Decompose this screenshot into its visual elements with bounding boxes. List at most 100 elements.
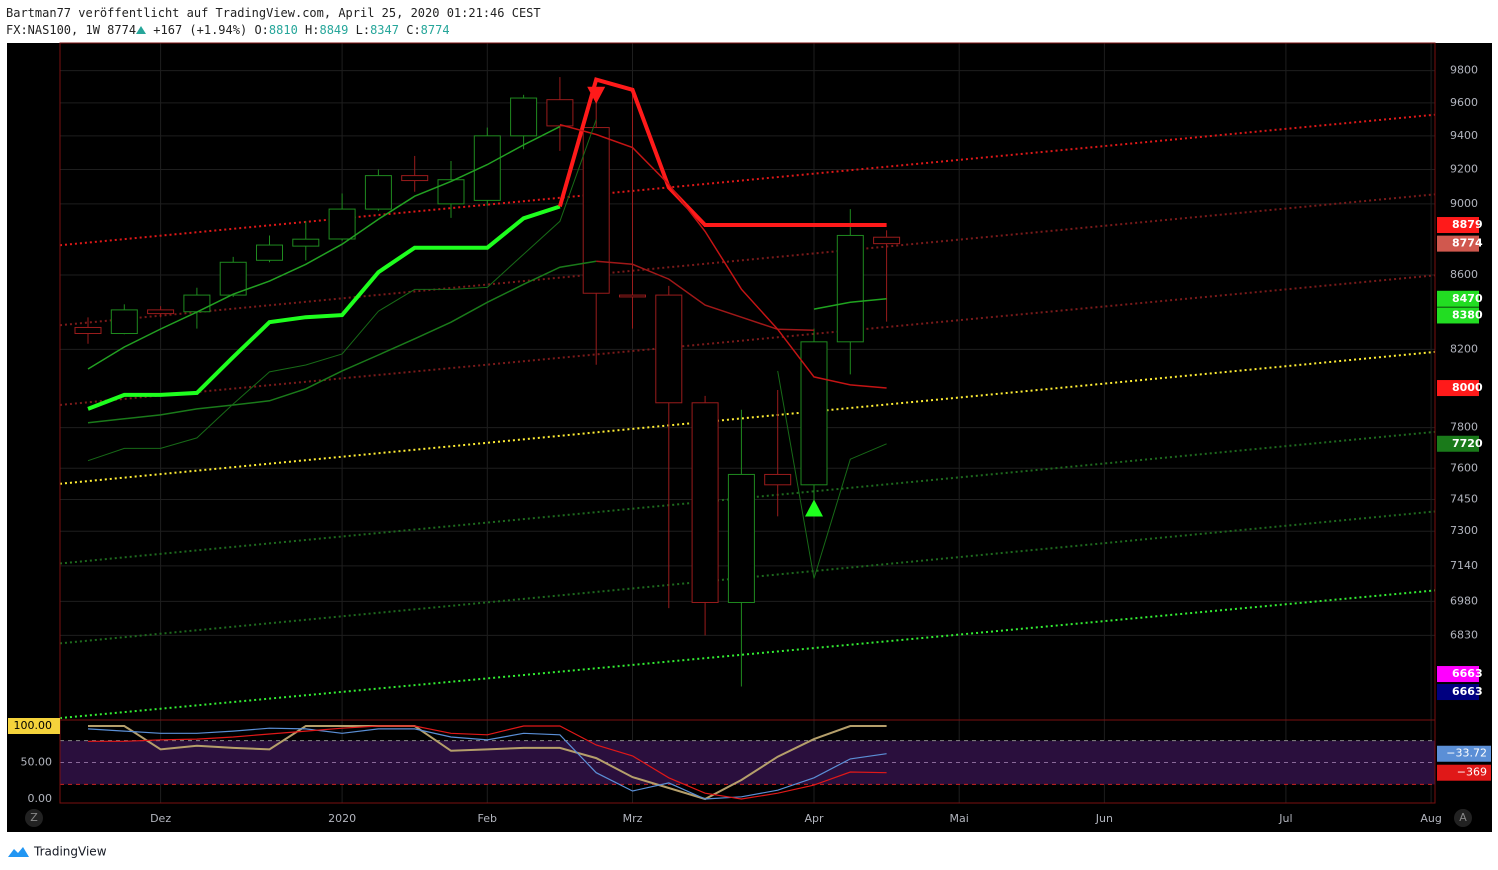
- candle-body: [328, 208, 356, 240]
- price-label-box: [1437, 307, 1479, 324]
- candle-body: [183, 294, 211, 313]
- symbol: FX:NAS100, 1W 8774: [6, 23, 137, 37]
- trend-line: [59, 589, 1436, 720]
- indicator-line: [777, 370, 887, 579]
- o-label: O:: [254, 23, 269, 37]
- y-tick-label: 7300: [1450, 524, 1478, 537]
- candle-body: [836, 234, 864, 343]
- price-label: 6663: [1452, 667, 1483, 680]
- price-label: 8380: [1452, 308, 1483, 321]
- button[interactable]: [1454, 809, 1472, 827]
- indicator-line: [559, 123, 887, 389]
- x-tick-label: Jun: [1095, 812, 1113, 825]
- up-icon: [136, 26, 147, 34]
- x-tick-label: Mrz: [623, 812, 643, 825]
- y-tick-label: 9800: [1450, 64, 1478, 77]
- candle-body: [401, 175, 429, 182]
- oscillator-line: [88, 725, 887, 801]
- price-label-box: [1437, 684, 1479, 701]
- tick-highlight: [8, 718, 60, 734]
- y-tick-label: 7800: [1450, 421, 1478, 434]
- indicator-frame: [59, 719, 1436, 804]
- price-label-box: [1437, 435, 1479, 452]
- o-value: 8810: [268, 23, 298, 37]
- brand: TradingView: [33, 845, 107, 859]
- trend-line: [59, 113, 1436, 247]
- candle-body: [655, 294, 683, 404]
- price-label-box: [1437, 235, 1479, 252]
- x-tick-label: Feb: [478, 812, 497, 825]
- button-label[interactable]: A: [1459, 811, 1467, 824]
- y-tick-label: 7600: [1450, 461, 1478, 474]
- indicator-line: [87, 204, 561, 411]
- price-label: 8470: [1452, 292, 1483, 305]
- trend-line: [59, 193, 1436, 327]
- indicator-line: [813, 298, 887, 310]
- indicator-line: [87, 119, 597, 462]
- y-tick-label: 9600: [1450, 96, 1478, 109]
- y-tick-label: 6980: [1450, 594, 1478, 607]
- h-label: H:: [305, 23, 320, 37]
- price-label: 8774: [1452, 237, 1483, 250]
- oscillator-line: [88, 725, 887, 800]
- candle-body: [727, 473, 755, 603]
- candle-body: [764, 473, 792, 486]
- legend-line: FX:NAS100, 1W 8774 +167 (+1.94%) O:8810 …: [6, 22, 541, 39]
- price-label-box: [1437, 290, 1479, 307]
- candle-body: [292, 238, 320, 247]
- candle-body: [800, 341, 828, 486]
- indicator-line: [87, 125, 561, 370]
- y-tick-label: 100.00: [14, 719, 53, 732]
- candle-body: [582, 127, 610, 294]
- price-label: 7720: [1452, 437, 1483, 450]
- x-tick-label: Jul: [1278, 812, 1292, 825]
- x-tick-label: Apr: [804, 812, 824, 825]
- l-label: L:: [355, 23, 371, 37]
- x-tick-label: Aug: [1420, 812, 1441, 825]
- x-tick-label: 2020: [328, 812, 356, 825]
- y-tick-label: 6830: [1450, 628, 1478, 641]
- price-label: 6663: [1452, 685, 1483, 698]
- y-tick-label: 7450: [1450, 492, 1478, 505]
- value-label: −33.72: [1446, 747, 1487, 760]
- h-value: 8849: [319, 23, 349, 37]
- button[interactable]: [25, 809, 43, 827]
- candle-body: [74, 326, 102, 334]
- price-label: 8879: [1452, 218, 1483, 231]
- header-line: Bartman77 veröffentlicht auf TradingView…: [6, 6, 541, 20]
- y-tick-label: 0.00: [28, 792, 53, 805]
- candle-body: [437, 179, 465, 205]
- value-label-box: [1437, 764, 1491, 781]
- candle-body: [110, 309, 138, 334]
- candle-body: [219, 261, 247, 296]
- y-tick-label: 9400: [1450, 129, 1478, 142]
- oscillator-line: [87, 727, 887, 800]
- y-tick-label: 8200: [1450, 342, 1478, 355]
- logo: [8, 847, 29, 857]
- y-tick-label: 9000: [1450, 197, 1478, 210]
- signal: [805, 499, 823, 517]
- price-label-box: [1437, 380, 1479, 397]
- signal: [587, 86, 606, 104]
- indicator-line: [87, 260, 597, 424]
- x-tick-label: Mai: [950, 812, 969, 825]
- c-value: 8774: [420, 23, 450, 37]
- y-tick-label: 50.00: [21, 756, 53, 769]
- change: +167 (+1.94%): [153, 23, 248, 37]
- y-tick-label: 9200: [1450, 162, 1478, 175]
- candle-body: [546, 99, 574, 127]
- button-label[interactable]: Z: [30, 811, 38, 824]
- candle-body: [691, 402, 719, 603]
- header: Bartman77 veröffentlicht auf TradingView…: [6, 5, 541, 39]
- value-label: −369: [1457, 766, 1487, 779]
- indicator-line: [557, 77, 887, 227]
- value-label-box: [1437, 745, 1491, 762]
- price-label-box: [1437, 217, 1479, 234]
- price-label-box: [1437, 666, 1479, 683]
- c-label: C:: [406, 23, 421, 37]
- chart-background: [7, 43, 1492, 832]
- price-label: 8000: [1452, 381, 1483, 394]
- candle-body: [873, 236, 901, 245]
- candle-body: [364, 175, 392, 210]
